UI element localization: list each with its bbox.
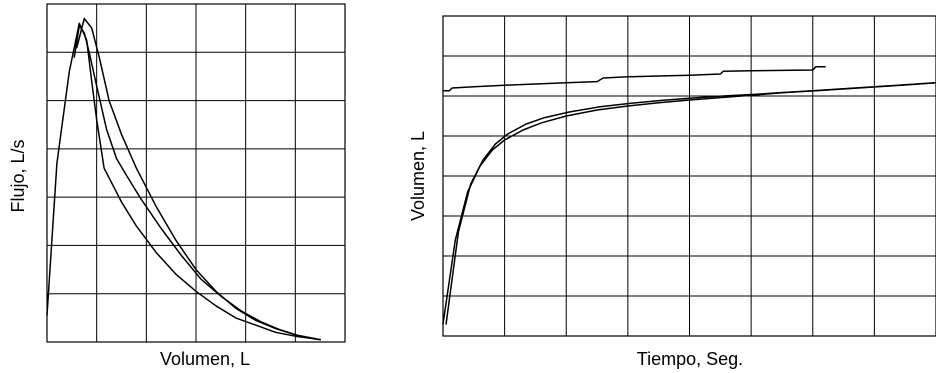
volume-time-frame (442, 15, 936, 337)
flow-volume-curves (46, 17, 321, 341)
flow-volume-chart: Volumen, L Flujo, L/s (8, 3, 346, 369)
series-line-3 (442, 66, 826, 92)
series-line-2 (445, 82, 936, 325)
flow-volume-ylabel: Flujo, L/s (8, 139, 28, 212)
flow-volume-grid (47, 4, 345, 342)
series-line-1 (46, 22, 321, 341)
flow-volume-xlabel: Volumen, L (160, 349, 250, 369)
volume-time-ylabel: Volumen, L (408, 131, 428, 221)
volume-time-xlabel: Tiempo, Seg. (637, 349, 743, 369)
flow-volume-frame (46, 3, 346, 343)
volume-time-curves (442, 66, 936, 325)
series-line-3 (76, 17, 316, 340)
volume-time-grid (443, 16, 936, 336)
volume-time-chart: Tiempo, Seg. Volumen, L (408, 15, 936, 369)
